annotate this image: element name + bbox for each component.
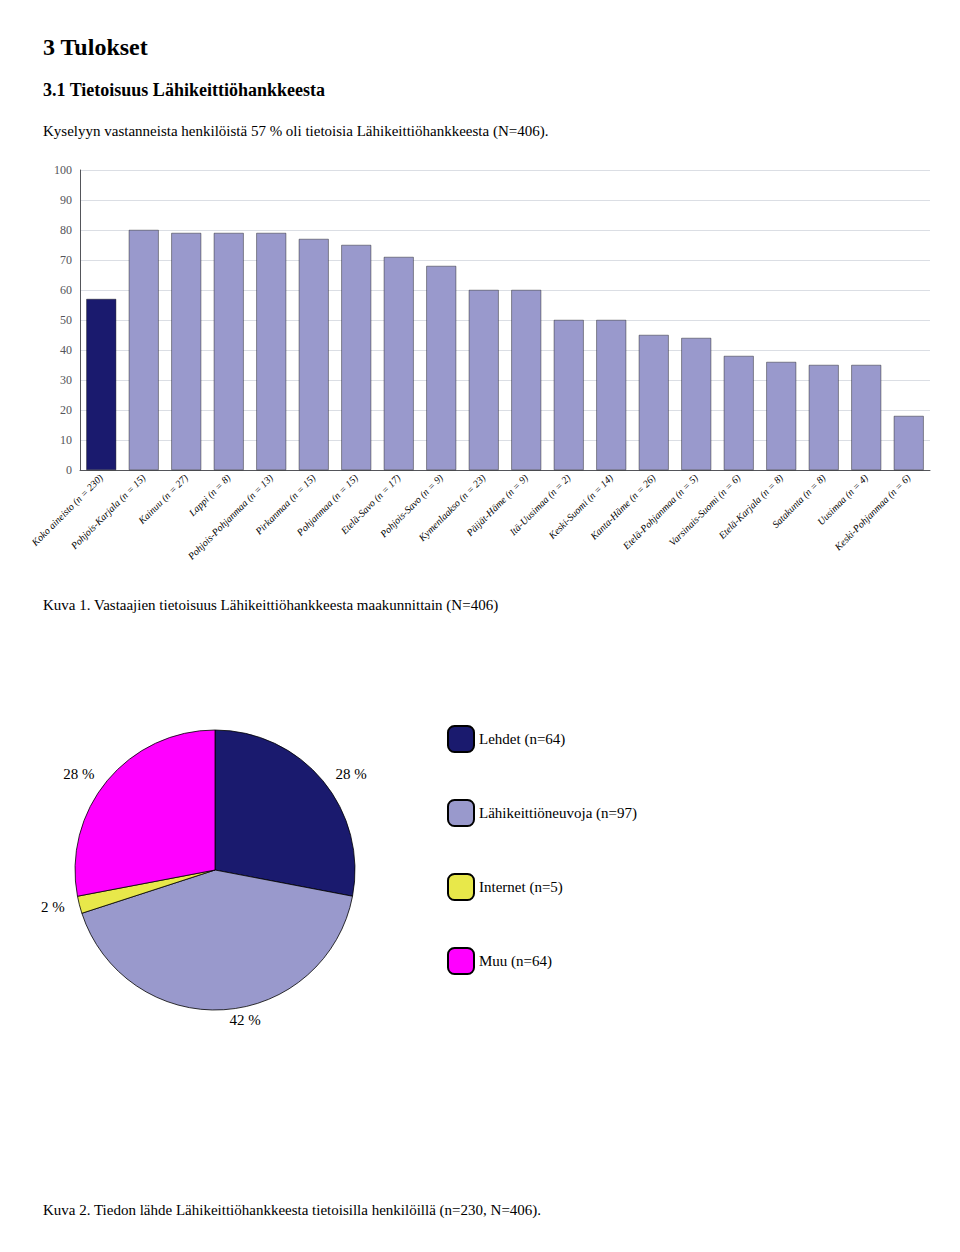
svg-text:0: 0 — [66, 463, 72, 477]
svg-text:Kuva 2. Tiedon lähde Lähikeitt: Kuva 2. Tiedon lähde Lähikeittiöhankkees… — [43, 1202, 541, 1219]
svg-text:Satakunta (n = 8): Satakunta (n = 8) — [769, 472, 828, 530]
svg-text:10: 10 — [60, 433, 72, 447]
svg-text:70: 70 — [60, 253, 72, 267]
svg-text:Pohjois-Pohjanmaa (n = 13): Pohjois-Pohjanmaa (n = 13) — [185, 472, 276, 563]
svg-text:Pohjanmaa (n = 15): Pohjanmaa (n = 15) — [294, 472, 361, 538]
svg-text:Varsinais-Suomi (n = 6): Varsinais-Suomi (n = 6) — [667, 472, 744, 549]
svg-text:28 %: 28 % — [63, 766, 94, 782]
svg-text:3.1 Tietoisuus Lähikeittiöhank: 3.1 Tietoisuus Lähikeittiöhankkeesta — [43, 80, 325, 100]
svg-text:28 %: 28 % — [336, 766, 367, 782]
svg-text:60: 60 — [60, 283, 72, 297]
svg-text:Pohjois-Savo (n = 9): Pohjois-Savo (n = 9) — [377, 472, 446, 540]
svg-text:Kyselyyn vastanneista henkilöi: Kyselyyn vastanneista henkilöistä 57 % o… — [43, 123, 548, 140]
svg-text:Uusimaa (n = 4): Uusimaa (n = 4) — [815, 472, 871, 528]
svg-text:40: 40 — [60, 343, 72, 357]
svg-text:Etelä-Pohjanmaa (n = 5): Etelä-Pohjanmaa (n = 5) — [620, 472, 701, 553]
svg-text:Lappi (n = 8): Lappi (n = 8) — [186, 472, 233, 519]
svg-text:20: 20 — [60, 403, 72, 417]
svg-text:90: 90 — [60, 193, 72, 207]
svg-text:Etelä-Savo (n = 17): Etelä-Savo (n = 17) — [338, 472, 403, 537]
svg-text:Keski-Pohjanmaa (n = 6): Keski-Pohjanmaa (n = 6) — [832, 472, 914, 554]
svg-text:30: 30 — [60, 373, 72, 387]
svg-text:Etelä-Karjala (n = 8): Etelä-Karjala (n = 8) — [716, 472, 787, 543]
svg-text:Lähikeittiöneuvoja (n=97): Lähikeittiöneuvoja (n=97) — [479, 805, 637, 822]
svg-text:Internet (n=5): Internet (n=5) — [479, 879, 563, 896]
svg-text:42 %: 42 % — [229, 1012, 260, 1028]
svg-text:Pirkanmaa (n = 15): Pirkanmaa (n = 15) — [253, 472, 318, 537]
svg-text:Pohjois-Karjala (n = 15): Pohjois-Karjala (n = 15) — [68, 472, 149, 553]
svg-text:100: 100 — [54, 163, 72, 177]
svg-text:80: 80 — [60, 223, 72, 237]
svg-text:2 %: 2 % — [41, 899, 65, 915]
svg-text:Kuva 1. Vastaajien tietoisuus: Kuva 1. Vastaajien tietoisuus Lähikeitti… — [43, 597, 498, 614]
svg-text:3 Tulokset: 3 Tulokset — [43, 34, 148, 60]
svg-text:Koko aineisto (n = 230): Koko aineisto (n = 230) — [29, 472, 107, 550]
svg-text:Itä-Uusimaa (n = 2): Itä-Uusimaa (n = 2) — [507, 472, 573, 538]
svg-text:Muu (n=64): Muu (n=64) — [479, 953, 552, 970]
svg-text:Päijät-Häme (n = 9): Päijät-Häme (n = 9) — [464, 472, 531, 539]
svg-text:Kymenlaakso (n = 23): Kymenlaakso (n = 23) — [416, 472, 489, 545]
svg-text:Lehdet (n=64): Lehdet (n=64) — [479, 731, 565, 748]
svg-text:Kainuu (n = 27): Kainuu (n = 27) — [136, 472, 192, 528]
svg-text:50: 50 — [60, 313, 72, 327]
svg-text:Keski-Suomi (n = 14): Keski-Suomi (n = 14) — [546, 472, 616, 541]
svg-text:Kanta-Häme (n = 26): Kanta-Häme (n = 26) — [587, 472, 658, 543]
